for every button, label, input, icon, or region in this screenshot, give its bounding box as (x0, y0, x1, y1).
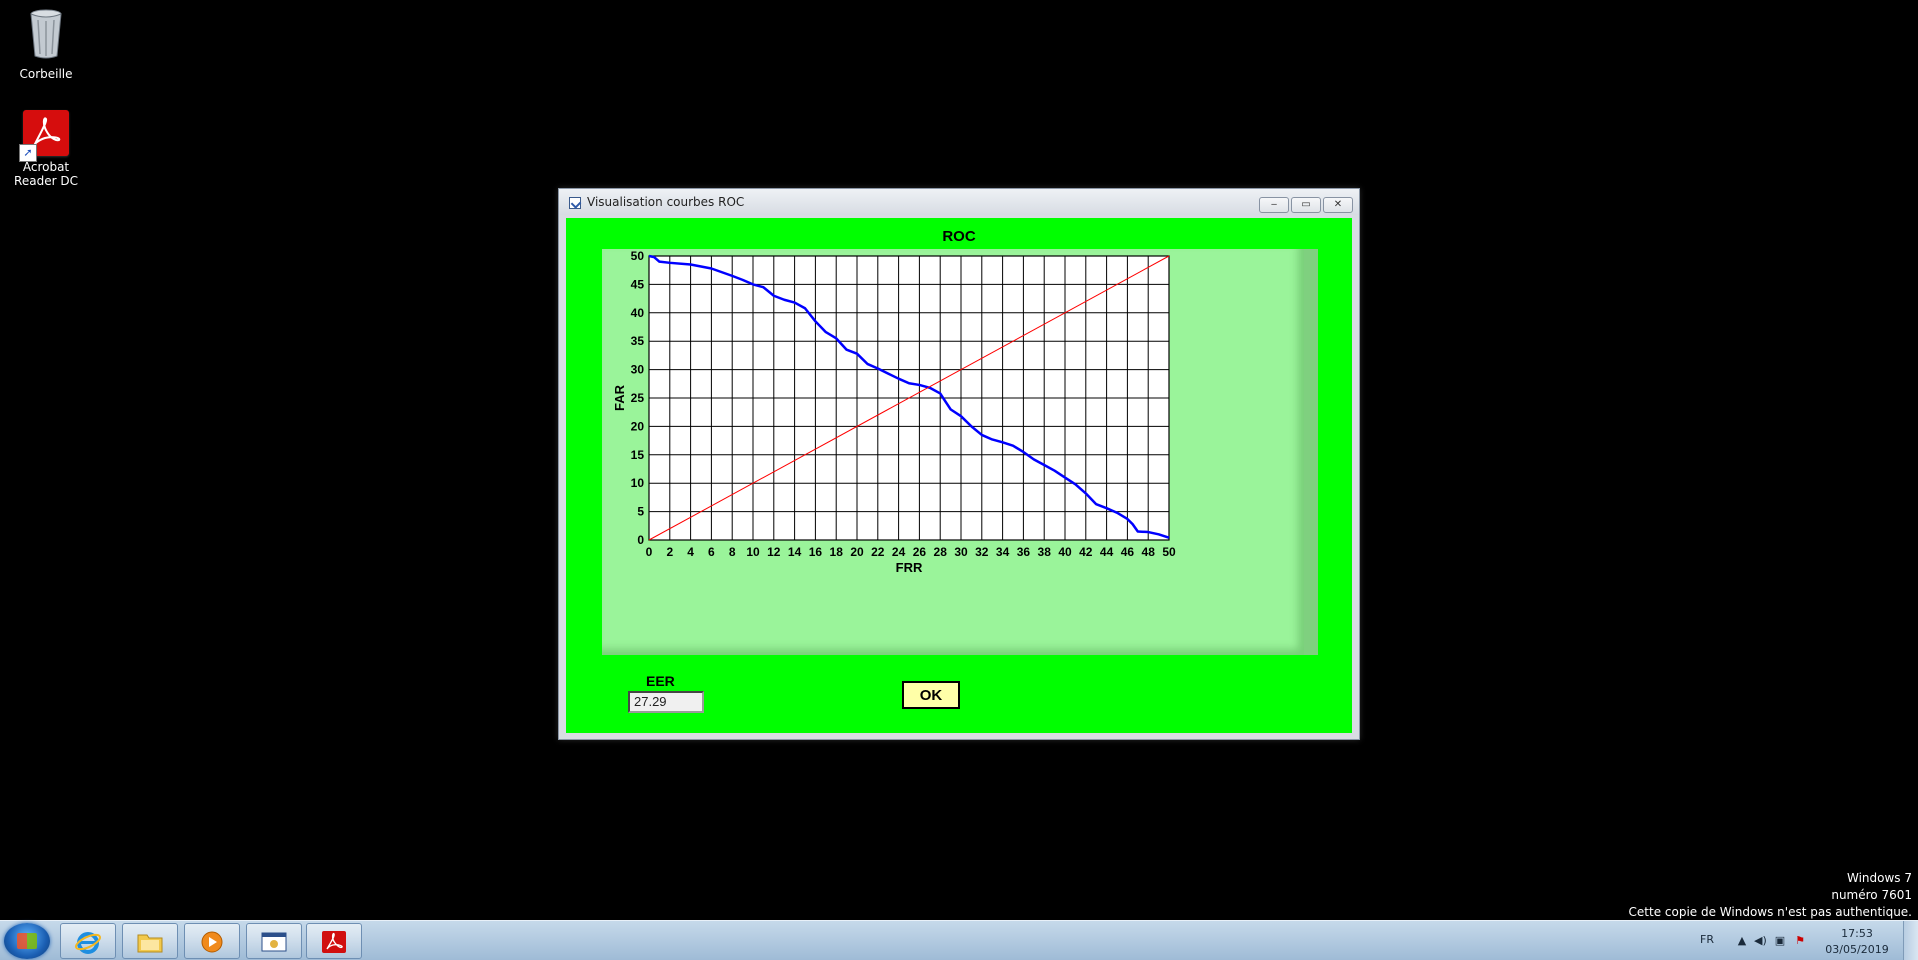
watermark-line: Windows 7 (1846, 871, 1912, 885)
clock-date[interactable]: 03/05/2019 (1825, 943, 1889, 956)
window-menu-icon[interactable] (569, 197, 581, 209)
x-tick-label: 28 (934, 545, 948, 559)
watermark-line: Cette copie de Windows n'est pas authent… (1628, 905, 1912, 919)
x-tick-label: 32 (975, 545, 989, 559)
close-icon: ✕ (1333, 199, 1343, 210)
maximize-button[interactable]: ▭ (1291, 197, 1321, 213)
taskbar-acrobat-reader[interactable] (306, 923, 362, 959)
taskbar-media-player[interactable] (184, 923, 240, 959)
application-window-icon (261, 932, 287, 952)
x-axis-label: FRR (896, 560, 923, 575)
x-tick-label: 26 (913, 545, 927, 559)
y-tick-label: 30 (631, 363, 645, 377)
eer-value-field[interactable]: 27.29 (628, 691, 704, 713)
desktop-icon-acrobat-reader[interactable]: ➚ Acrobat Reader DC (0, 106, 92, 188)
x-tick-label: 36 (1017, 545, 1031, 559)
x-tick-label: 30 (954, 545, 968, 559)
x-tick-label: 20 (850, 545, 864, 559)
show-desktop-button[interactable] (1903, 921, 1918, 960)
x-tick-label: 18 (830, 545, 844, 559)
roc-chart: 0 2 4 6 8 10 12 14 16 18 20 22 24 26 28 30 32 34 36 38 40 42 4… (612, 249, 1176, 575)
x-tick-label: 50 (1162, 545, 1176, 559)
maximize-icon: ▭ (1301, 199, 1311, 210)
window-title: Visualisation courbes ROC (587, 195, 745, 209)
x-tick-label: 24 (892, 545, 906, 559)
x-tick-label: 6 (708, 545, 715, 559)
acrobat-reader-icon (322, 931, 346, 953)
window-titlebar[interactable]: Visualisation courbes ROC ‒ ▭ ✕ (559, 189, 1359, 215)
y-tick-label: 25 (631, 391, 645, 405)
internet-explorer-icon (75, 932, 101, 954)
y-axis-label: FAR (612, 384, 627, 411)
minimize-icon: ‒ (1270, 199, 1278, 210)
start-button[interactable] (4, 923, 50, 959)
folder-icon (137, 934, 163, 953)
y-tick-label: 5 (637, 505, 644, 519)
x-tick-label: 40 (1058, 545, 1072, 559)
taskbar-internet-explorer[interactable] (60, 923, 116, 959)
windows-watermark: Windows 7 numéro 7601 Cette copie de Win… (1629, 870, 1912, 921)
watermark-line: numéro 7601 (1831, 888, 1912, 902)
network-icon[interactable]: ▣ (1774, 934, 1786, 947)
x-tick-label: 12 (767, 545, 781, 559)
x-tick-label: 42 (1079, 545, 1093, 559)
x-tick-label: 22 (871, 545, 885, 559)
eer-label: EER (646, 673, 675, 689)
desktop-icon-recycle-bin[interactable]: Corbeille (0, 6, 92, 81)
recycle-bin-icon (30, 9, 62, 59)
x-tick-label: 14 (788, 545, 802, 559)
acrobat-reader-icon: ➚ (19, 110, 69, 162)
y-tick-label: 0 (637, 533, 644, 547)
x-tick-label: 38 (1038, 545, 1052, 559)
x-tick-label: 48 (1142, 545, 1156, 559)
system-tray: FR ▲ ◀) ▣ ⚑ 17:53 03/05/2019 (1658, 921, 1918, 960)
eer-diagonal-line (648, 255, 1170, 541)
x-tick-label: 44 (1100, 545, 1114, 559)
x-tick-label: 16 (809, 545, 823, 559)
y-tick-label: 45 (631, 277, 645, 291)
ok-button[interactable]: OK (902, 681, 960, 709)
x-tick-label: 46 (1121, 545, 1135, 559)
x-tick-label: 10 (746, 545, 760, 559)
show-hidden-icons-icon[interactable]: ▲ (1737, 934, 1747, 947)
volume-icon[interactable]: ◀) (1754, 934, 1767, 947)
taskbar: FR ▲ ◀) ▣ ⚑ 17:53 03/05/2019 (0, 920, 1918, 960)
x-tick-label: 2 (666, 545, 673, 559)
media-player-icon (201, 931, 223, 953)
x-tick-label: 0 (646, 545, 653, 559)
x-tick-label: 34 (996, 545, 1010, 559)
x-tick-label: 4 (687, 545, 694, 559)
plot-frame (648, 255, 1170, 541)
shortcut-arrow-icon: ➚ (19, 144, 37, 162)
y-tick-label: 35 (631, 334, 645, 348)
close-button[interactable]: ✕ (1323, 197, 1353, 213)
y-tick-label: 10 (631, 476, 645, 490)
chart-title: ROC (942, 228, 976, 245)
taskbar-roc-app[interactable] (246, 923, 302, 959)
roc-curve (648, 254, 1170, 539)
action-center-icon[interactable]: ⚑ (1795, 934, 1805, 947)
desktop-icon-label: Corbeille (19, 67, 73, 81)
taskbar-file-explorer[interactable] (122, 923, 178, 959)
x-tick-label: 8 (729, 545, 736, 559)
y-tick-label: 50 (631, 249, 645, 263)
window-client-area: ROC 0 2 4 6 8 10 12 14 16 18 20 22 24 26 28 30 32 34 36 38 4… (566, 218, 1352, 733)
clock-time[interactable]: 17:53 (1841, 927, 1873, 940)
y-tick-label: 40 (631, 306, 645, 320)
chart-panel: 0 2 4 6 8 10 12 14 16 18 20 22 24 26 28 30 32 34 36 38 40 42 4… (602, 249, 1318, 655)
y-tick-label: 20 (631, 419, 645, 433)
desktop-icon-label: Acrobat Reader DC (14, 160, 78, 188)
language-indicator[interactable]: FR (1700, 933, 1714, 946)
minimize-button[interactable]: ‒ (1259, 197, 1289, 213)
y-tick-label: 15 (631, 448, 645, 462)
